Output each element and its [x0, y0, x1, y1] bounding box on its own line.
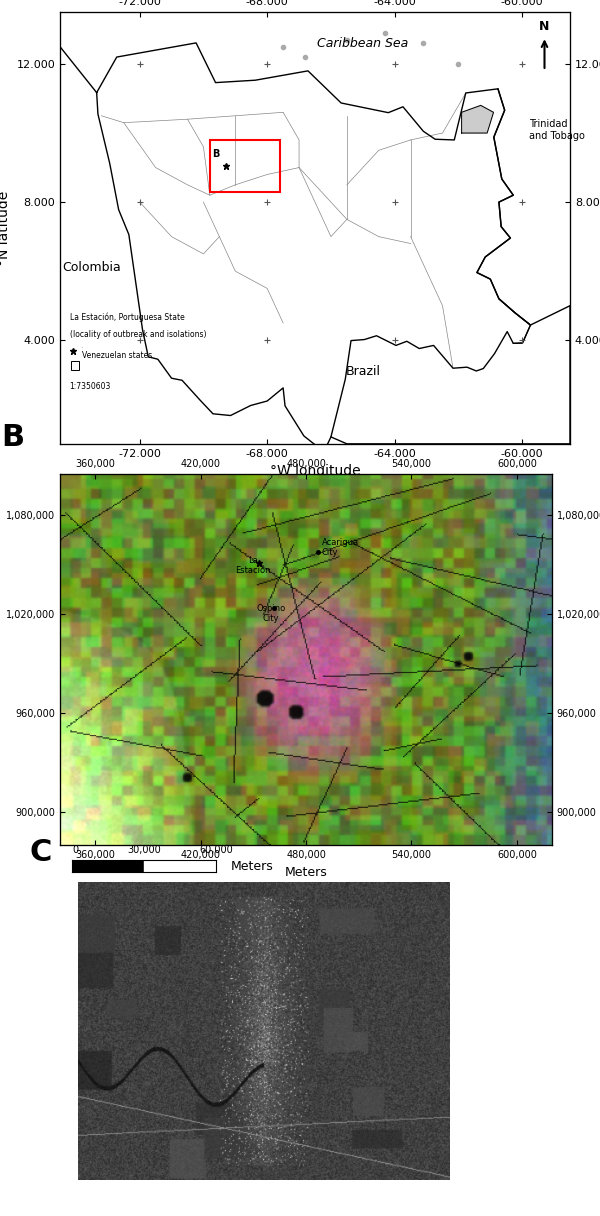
Bar [71, 361, 79, 370]
Text: C: C [29, 838, 52, 867]
X-axis label: Meters: Meters [284, 866, 328, 878]
Text: 0: 0 [72, 845, 78, 855]
Text: Venezuelan states: Venezuelan states [82, 350, 152, 360]
Y-axis label: °N latitude: °N latitude [0, 191, 11, 265]
Text: 1:7350603: 1:7350603 [70, 382, 111, 390]
Text: Brazil: Brazil [346, 365, 380, 378]
Text: (locality of outbreak and isolations): (locality of outbreak and isolations) [70, 330, 206, 339]
Text: Trinidad
and Tobago: Trinidad and Tobago [529, 119, 584, 141]
Text: 60,000: 60,000 [199, 845, 233, 855]
Text: Meters: Meters [230, 860, 274, 873]
Text: Colombia: Colombia [62, 261, 121, 274]
Text: Acarigua
City: Acarigua City [322, 537, 359, 557]
Polygon shape [60, 46, 570, 452]
Bar [210, 140, 280, 192]
Text: B: B [1, 423, 24, 452]
Text: Caribbean Sea: Caribbean Sea [317, 36, 409, 50]
Text: 30,000: 30,000 [127, 845, 161, 855]
X-axis label: °W longitude: °W longitude [269, 465, 361, 478]
Polygon shape [461, 106, 493, 133]
Text: N: N [539, 19, 550, 33]
Text: La Estación, Portuguesa State: La Estación, Portuguesa State [70, 313, 184, 322]
Text: B: B [212, 148, 220, 158]
Text: La
Estación: La Estación [236, 556, 271, 575]
Polygon shape [97, 43, 530, 452]
Text: Ospino
City: Ospino City [256, 603, 286, 623]
